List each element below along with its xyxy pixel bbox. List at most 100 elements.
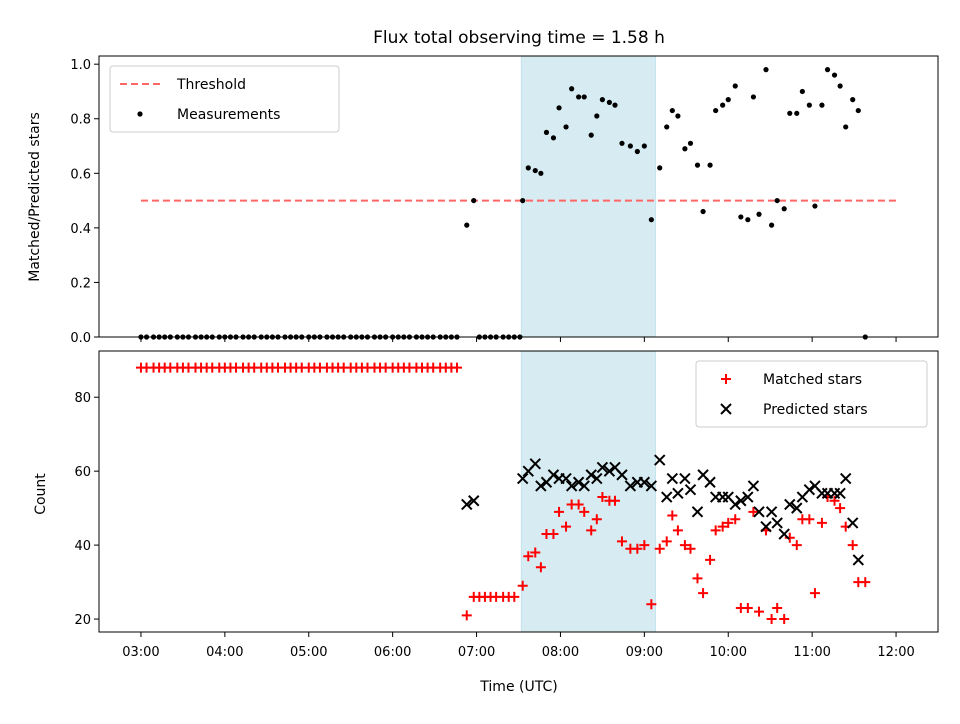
data-point [591,472,603,485]
data-point [824,67,831,73]
data-point [576,94,582,100]
data-point [556,105,562,111]
axes-frame [98,350,939,633]
data-point [766,614,777,625]
legend-marker [721,374,731,384]
data-point [779,614,790,625]
data-point [530,547,541,558]
data-point [713,107,719,114]
x-tick-label: 07:00 [458,645,495,660]
data-point [523,551,534,562]
data-point [784,532,795,543]
data-point [831,72,838,78]
data-point [672,525,683,536]
data-point [639,540,650,551]
x-tick-label: 06:00 [374,645,411,660]
data-point [634,148,640,155]
data-point [774,197,780,204]
data-point [565,480,578,492]
data-point [561,521,572,532]
data-point [794,110,800,116]
data-point [586,525,597,536]
data-point [772,602,783,613]
data-point [763,67,769,73]
data-point [646,599,657,610]
data-point [550,135,557,141]
data-point [760,520,772,533]
highlight-span [520,55,657,338]
data-point [669,107,675,114]
data-point [768,222,775,228]
data-point [543,129,550,135]
data-point [596,461,609,474]
x-tick-label: 08:00 [542,645,579,660]
data-point [594,113,600,119]
axes-frame [98,55,939,338]
x-tick-label: 10:00 [710,645,747,660]
data-point [654,454,666,466]
data-point [806,102,812,108]
x-axis-label: Time (UTC) [479,679,557,695]
data-point [461,610,472,621]
data-point [754,606,765,617]
data-point [563,124,569,130]
data-point [691,506,704,518]
data-point [717,521,728,532]
data-point [738,214,744,220]
y-tick-label: 20 [74,613,91,628]
y-tick-label: 60 [74,465,91,480]
data-point [748,506,759,517]
data-point [509,591,520,602]
data-point [692,573,703,584]
data-point [829,495,840,506]
data-point [742,602,753,613]
y-tick-label: 0.0 [70,331,91,346]
y-tick-label: 0.2 [70,276,91,291]
y-axis-label-bottom: Count [33,473,49,515]
data-point [597,492,608,503]
y-tick-label: 1.0 [70,58,91,73]
data-point [840,472,852,485]
data-point [535,480,547,492]
legend-box [695,360,928,428]
legend-label: Threshold [176,77,246,93]
data-point [638,476,651,488]
legend-label: Predicted stars [763,402,868,418]
data-point [661,491,673,503]
data-point [451,362,462,373]
data-point [520,197,526,204]
data-point [532,167,538,174]
data-point [679,540,690,551]
top-panel: 0.0 0.2 0.4 0.6 0.8 1.0 Threshold Measurements [70,55,939,346]
data-point [687,140,694,146]
legend-label: Measurements [177,107,280,123]
data-point [682,146,688,152]
y-tick-label: 0.6 [70,167,91,182]
legend: Matched stars Predicted stars [695,360,928,428]
data-point [705,554,716,565]
x-tick-label: 03:00 [122,645,159,660]
data-point [723,517,734,528]
data-point [591,514,602,525]
data-point [516,472,529,485]
data-point [616,536,627,547]
y-tick-label: 80 [74,391,91,406]
data-point [725,97,731,103]
data-point [729,498,741,511]
data-point [852,554,865,566]
x-tick-label: 04:00 [206,645,243,660]
data-point [819,102,825,108]
y-tick-label: 0.8 [70,113,91,128]
data-point [791,540,802,551]
data-point [657,165,663,171]
data-point [742,491,754,503]
data-point [548,529,559,540]
data-point [517,580,528,591]
data-point [855,107,861,114]
data-point [641,143,647,149]
data-point [645,480,658,492]
data-point [612,102,618,108]
data-point [538,170,544,176]
data-point [787,110,793,116]
data-point [745,217,751,223]
